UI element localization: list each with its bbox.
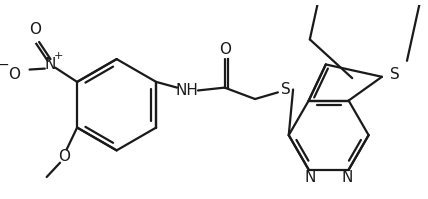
Text: S: S bbox=[281, 82, 290, 97]
Text: S: S bbox=[390, 67, 400, 82]
Text: N: N bbox=[341, 170, 352, 185]
Text: −: − bbox=[0, 58, 9, 72]
Text: O: O bbox=[9, 67, 21, 82]
Text: N: N bbox=[45, 57, 56, 72]
Text: +: + bbox=[54, 51, 63, 61]
Text: N: N bbox=[305, 170, 316, 185]
Text: O: O bbox=[29, 22, 41, 37]
Text: NH: NH bbox=[175, 83, 198, 98]
Text: O: O bbox=[220, 42, 232, 57]
Text: O: O bbox=[58, 149, 70, 164]
